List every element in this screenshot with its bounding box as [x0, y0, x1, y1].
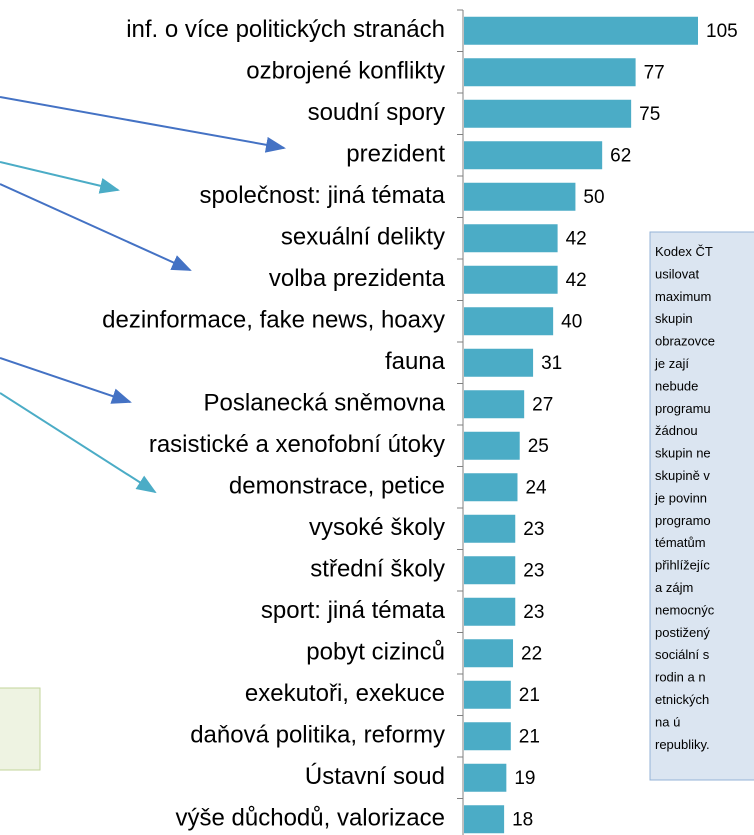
category-label: exekutoři, exekuce	[245, 680, 445, 707]
category-label: Poslanecká sněmovna	[204, 390, 446, 417]
category-label: inf. o více politických stranách	[126, 16, 445, 43]
category-label: střední školy	[310, 556, 445, 583]
note-box	[649, 231, 754, 781]
bar	[464, 307, 554, 336]
value-label: 40	[561, 311, 582, 332]
value-label: 21	[519, 726, 540, 747]
value-label: 105	[706, 21, 738, 42]
note-line: nebude	[655, 378, 698, 393]
value-label: 24	[525, 477, 547, 498]
category-label: prezident	[346, 141, 445, 168]
value-label: 31	[541, 353, 562, 374]
bar	[464, 473, 518, 502]
bar	[464, 514, 516, 543]
value-label: 25	[528, 436, 549, 457]
note-line: tématům	[655, 535, 706, 550]
bar	[464, 390, 525, 419]
note-line: programu	[655, 401, 711, 416]
bar	[464, 722, 511, 751]
note-line: je povinn	[654, 490, 707, 505]
arrows	[0, 96, 286, 494]
bar	[464, 805, 505, 834]
value-label: 50	[583, 187, 604, 208]
note-line: skupině v	[655, 468, 710, 483]
value-label: 75	[639, 104, 660, 125]
note-line: rodin a n	[655, 670, 706, 685]
note-line: skupin ne	[655, 446, 711, 461]
bar	[464, 639, 514, 668]
value-label: 22	[521, 643, 542, 664]
category-label: soudní spory	[308, 99, 445, 126]
arrow	[0, 357, 132, 404]
bar	[464, 58, 636, 87]
bar	[464, 99, 632, 128]
value-label: 42	[566, 228, 587, 249]
bar	[464, 224, 558, 253]
value-label: 18	[512, 809, 533, 830]
note-line: sociální s	[655, 647, 710, 662]
category-label: Ústavní soud	[305, 763, 445, 790]
value-label: 23	[523, 602, 544, 623]
note-line: obrazovce	[655, 334, 715, 349]
note-line: nemocnýc	[655, 602, 715, 617]
arrow	[0, 161, 120, 194]
note-line: a zájm	[655, 580, 693, 595]
arrow	[0, 392, 157, 494]
bar	[464, 680, 511, 709]
category-label: vysoké školy	[309, 514, 445, 541]
bar	[464, 556, 516, 585]
category-label: sport: jiná témata	[261, 597, 446, 624]
bar	[464, 763, 507, 792]
value-label: 42	[566, 270, 587, 291]
category-label: společnost: jiná témata	[200, 182, 446, 209]
bar	[464, 141, 603, 170]
category-label: pobyt cizinců	[306, 639, 445, 666]
note-line: republiky.	[655, 737, 710, 752]
value-label: 62	[610, 145, 631, 166]
category-label: volba prezidenta	[269, 265, 446, 292]
note-line: Kodex ČT	[655, 244, 713, 259]
category-label: fauna	[385, 348, 446, 375]
category-label: ozbrojené konflikty	[246, 58, 445, 85]
bar	[464, 431, 520, 460]
category-label: daňová politika, reformy	[190, 722, 445, 749]
bar	[464, 597, 516, 626]
note-line: programo	[655, 513, 711, 528]
value-label: 27	[532, 394, 553, 415]
bar	[464, 265, 558, 294]
category-label: dezinformace, fake news, hoaxy	[102, 307, 445, 334]
category-label: demonstrace, petice	[229, 473, 445, 500]
category-label: výše důchodů, valorizace	[176, 805, 445, 832]
note-line: usilovat	[655, 266, 699, 281]
note-line: žádnou	[655, 423, 698, 438]
category-label: rasistické a xenofobní útoky	[149, 431, 445, 458]
value-label: 19	[514, 768, 535, 789]
bar	[464, 182, 576, 211]
value-label: 21	[519, 685, 540, 706]
value-label: 77	[644, 62, 665, 83]
category-label: sexuální delikty	[281, 224, 445, 251]
note-line: přihlížejíc	[655, 558, 710, 573]
note-line: maximum	[655, 289, 711, 304]
bar	[464, 16, 698, 45]
side-box	[0, 687, 41, 771]
arrow	[0, 183, 192, 271]
note-line: postižený	[655, 625, 710, 640]
value-label: 23	[523, 560, 544, 581]
value-label: 23	[523, 519, 544, 540]
note-line: etnických	[655, 692, 709, 707]
note-line: skupin	[655, 311, 693, 326]
note-line: na ú	[655, 714, 680, 729]
note-line: je zají	[654, 356, 689, 371]
bar	[464, 348, 534, 377]
arrow	[0, 96, 286, 153]
